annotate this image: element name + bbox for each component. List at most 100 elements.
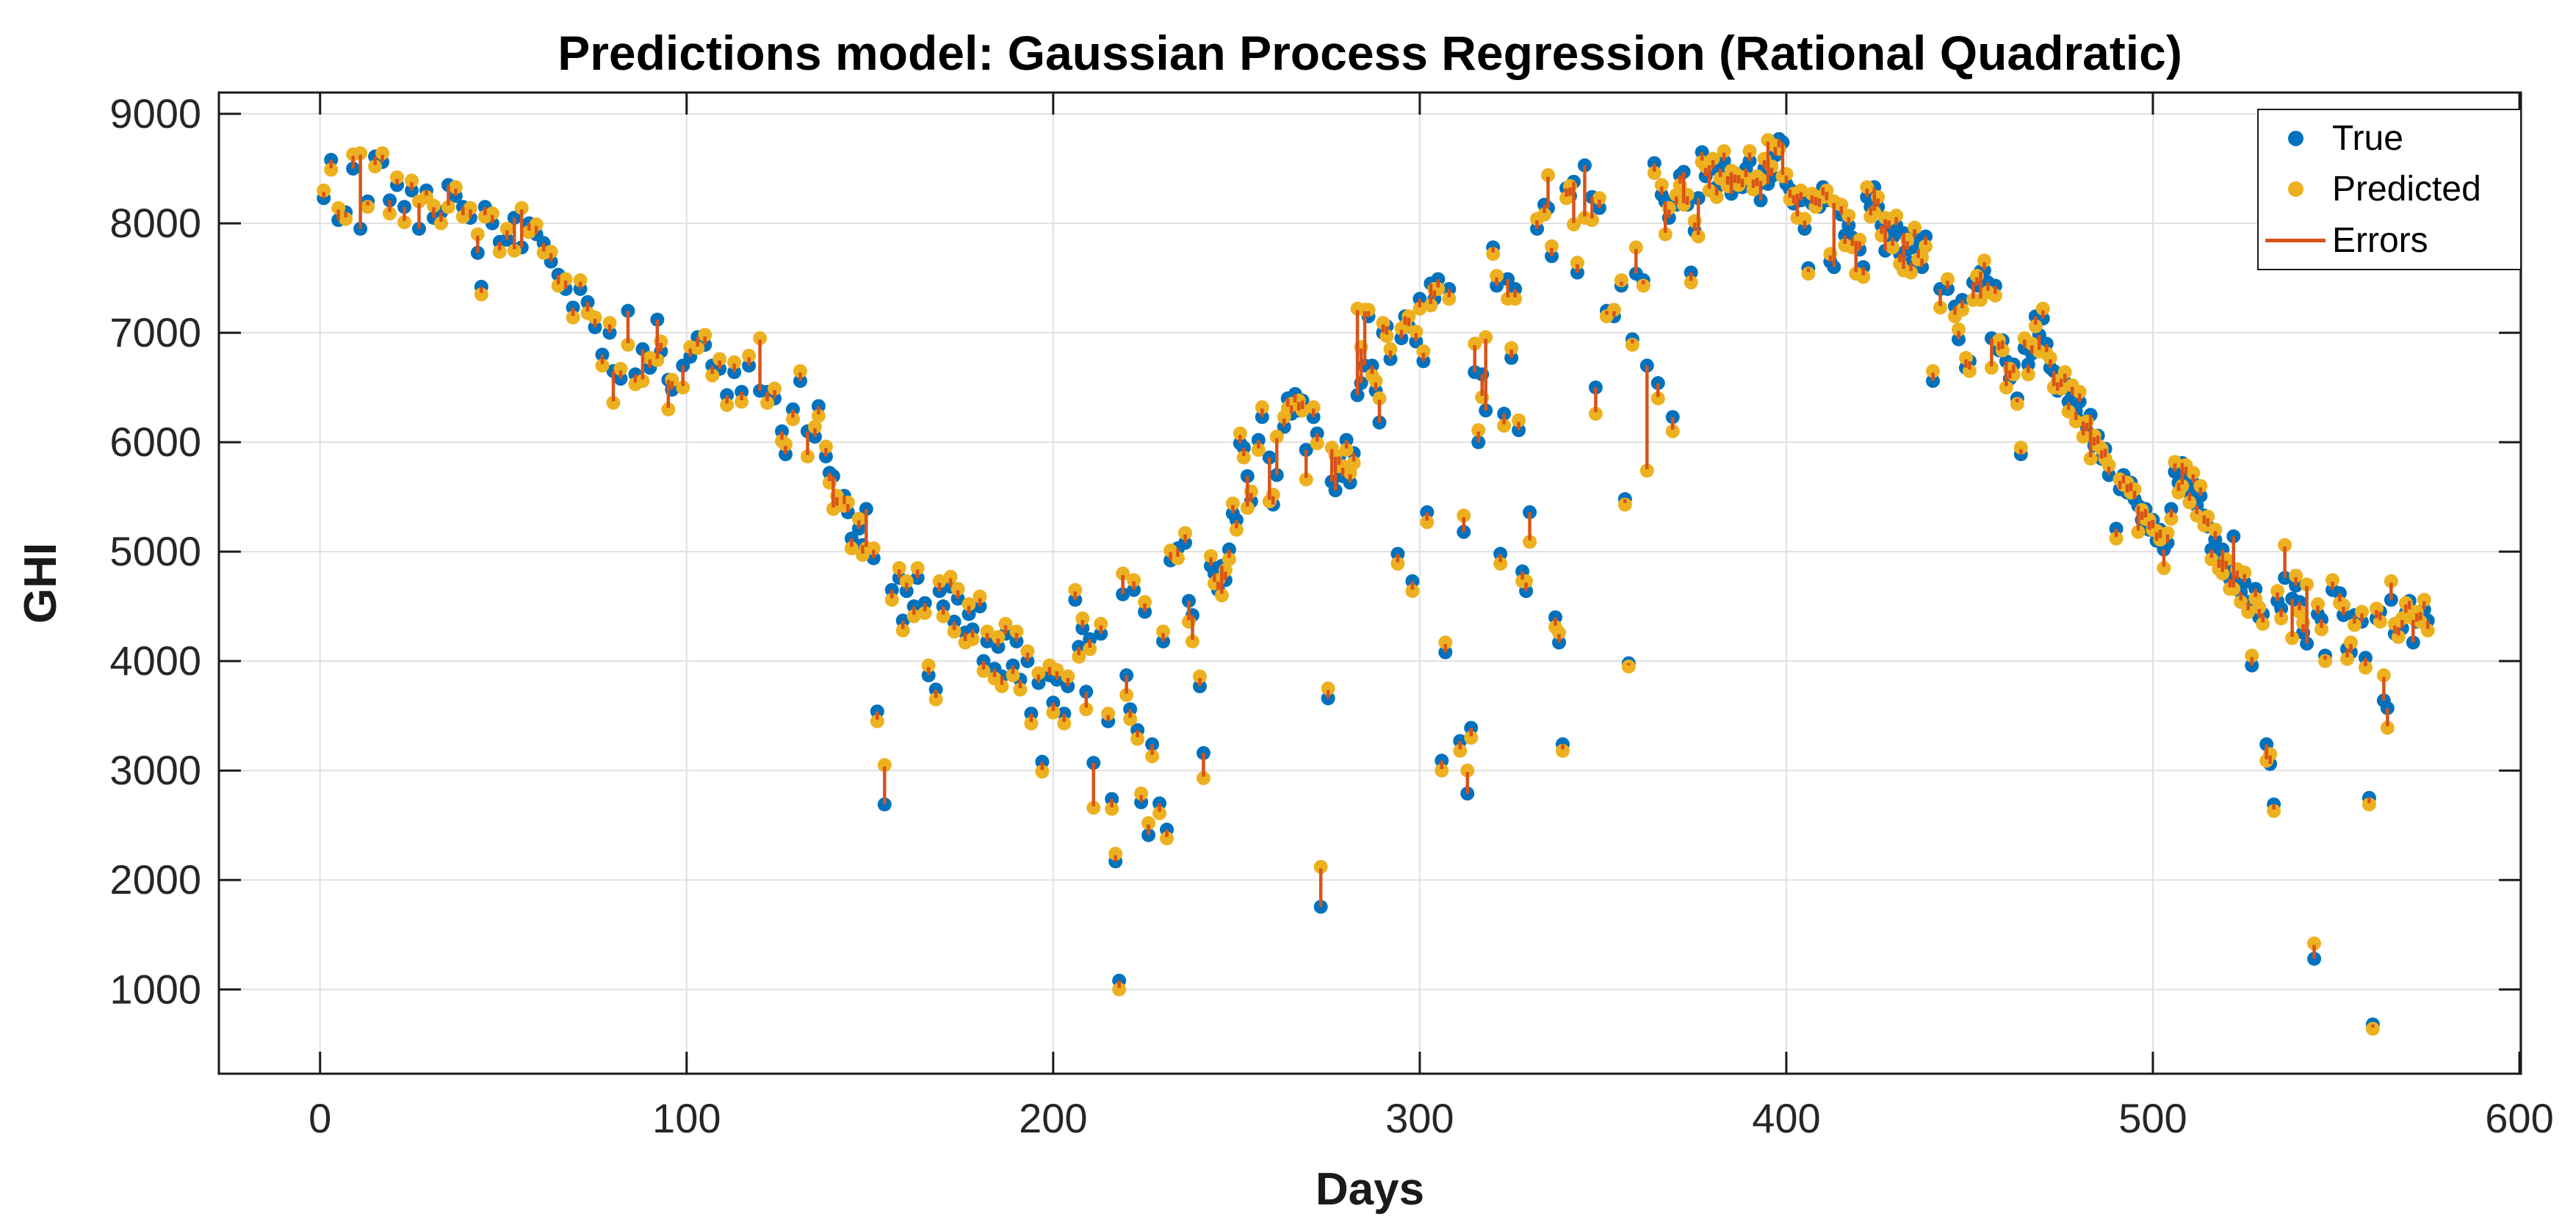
predicted-point: [361, 200, 375, 214]
predicted-point: [635, 374, 650, 389]
predicted-point: [1035, 765, 1050, 779]
predicted-point: [331, 200, 346, 215]
predicted-point: [2354, 604, 2369, 619]
predicted-point: [1013, 682, 1028, 697]
predicted-point: [1541, 168, 1556, 183]
predicted-point: [2278, 538, 2292, 552]
y-tick-label: 8000: [109, 200, 201, 246]
predicted-point: [1650, 391, 1665, 406]
predicted-point: [1299, 472, 1313, 487]
predicted-marker-icon: [2259, 181, 2332, 198]
predicted-point: [2339, 651, 2354, 666]
predicted-point: [1614, 273, 1628, 288]
predicted-point: [1177, 526, 1192, 541]
predicted-point: [1639, 463, 1654, 478]
predicted-point: [1512, 413, 1526, 427]
predicted-point: [2315, 622, 2329, 637]
predicted-point: [811, 408, 826, 423]
predicted-point: [2182, 495, 2197, 510]
predicted-point: [1636, 278, 1650, 293]
predicted-point: [1269, 430, 1284, 444]
predicted-point: [339, 212, 353, 226]
predicted-point: [433, 216, 448, 231]
predicted-point: [1236, 450, 1251, 465]
predicted-point: [807, 419, 822, 434]
predicted-point: [1628, 240, 1643, 255]
predicted-point: [2057, 365, 2072, 380]
predicted-point: [2300, 577, 2315, 592]
predicted-point: [1592, 191, 1606, 206]
predicted-point: [921, 658, 936, 673]
predicted-point: [606, 395, 621, 410]
legend-label: Predicted: [2332, 170, 2481, 209]
predicted-point: [991, 629, 1006, 644]
y-tick-label: 9000: [109, 90, 201, 137]
predicted-point: [353, 146, 368, 161]
predicted-point: [1079, 702, 1094, 717]
predicted-point: [1134, 786, 1149, 801]
predicted-point: [1545, 239, 1559, 253]
predicted-point: [1468, 336, 1482, 351]
predicted-point: [2193, 479, 2208, 494]
predicted-point: [317, 183, 331, 198]
predicted-point: [1552, 625, 1567, 640]
predicted-point: [2420, 623, 2435, 637]
predicted-point: [1251, 443, 1266, 458]
predicted-point: [2311, 597, 2326, 612]
predicted-point: [947, 624, 962, 639]
predicted-point: [779, 437, 793, 452]
predicted-point: [324, 162, 339, 177]
predicted-point: [1438, 635, 1453, 650]
predicted-point: [1123, 712, 1138, 726]
predicted-point: [1233, 426, 1247, 441]
predicted-point: [613, 361, 628, 376]
predicted-point: [2325, 573, 2339, 588]
predicted-point: [895, 623, 910, 637]
predicted-point: [712, 352, 727, 366]
predicted-point: [1075, 611, 1090, 626]
predicted-point: [2384, 574, 2398, 588]
predicted-point: [558, 272, 573, 286]
predicted-point: [950, 582, 965, 596]
predicted-point: [2215, 566, 2230, 581]
predicted-point: [2267, 803, 2281, 818]
y-tick-label: 3000: [109, 747, 201, 793]
predicted-point: [1588, 406, 1603, 421]
predicted-point: [2285, 631, 2300, 646]
predicted-point: [1908, 220, 1922, 235]
predicted-point: [2043, 350, 2057, 365]
predicted-point: [735, 394, 749, 409]
predicted-point: [1460, 763, 1475, 778]
predicted-point: [760, 395, 775, 410]
predicted-point: [514, 200, 529, 215]
predicted-point: [1919, 239, 1933, 253]
predicted-point: [2076, 430, 2090, 444]
predicted-point: [1951, 322, 1966, 337]
predicted-point: [1453, 743, 1468, 758]
predicted-point: [1665, 424, 1680, 438]
predicted-point: [1240, 501, 1255, 516]
predicted-point: [892, 561, 906, 576]
predicted-point: [1321, 681, 1335, 695]
predicted-point: [1834, 198, 1849, 212]
predicted-point: [1368, 374, 1383, 389]
predicted-point: [1508, 292, 1523, 306]
predicted-point: [943, 569, 958, 584]
predicted-point: [1584, 213, 1599, 228]
predicted-point: [1160, 831, 1175, 846]
predicted-point: [980, 624, 995, 639]
predicted-point: [1061, 669, 1075, 684]
predicted-point: [1009, 624, 1024, 639]
predicted-point: [1988, 288, 2002, 303]
predicted-point: [1390, 557, 1405, 571]
predicted-point: [2072, 385, 2087, 400]
predicted-point: [2417, 593, 2431, 607]
legend-label: Errors: [2332, 220, 2428, 260]
predicted-point: [1372, 391, 1387, 406]
predicted-point: [1570, 256, 1584, 270]
predicted-point: [1490, 269, 1504, 283]
predicted-point: [2160, 526, 2175, 541]
x-tick-label: 300: [1385, 1095, 1454, 1141]
predicted-point: [1416, 344, 1431, 358]
predicted-point: [995, 679, 1009, 693]
